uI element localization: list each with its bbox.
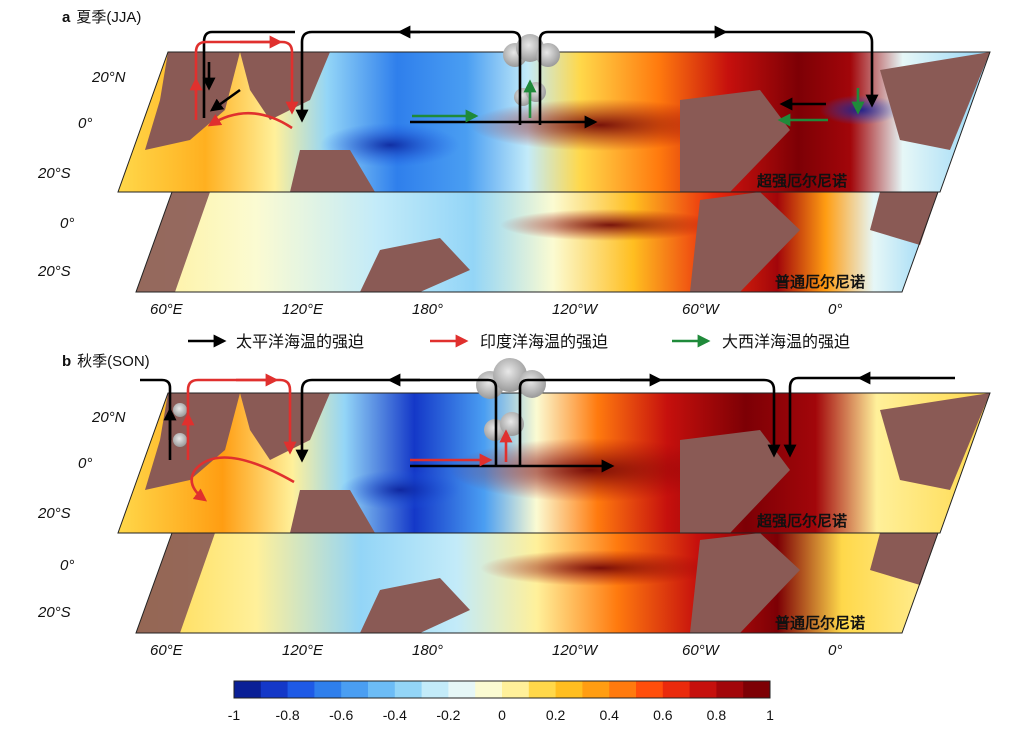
legend-item-indian: 印度洋海温的强迫: [430, 333, 608, 351]
lat-label: 20°S: [37, 263, 71, 280]
colorbar-swatch: [528, 681, 557, 698]
colorbar-swatch: [502, 681, 530, 698]
lat-label: 20°S: [37, 505, 71, 522]
colorbar-tick-label: 0.6: [653, 707, 673, 723]
panel-b-label: b 秋季(SON): [62, 353, 150, 370]
colorbar-swatch: [341, 681, 369, 698]
pacific-forcing-arrows: [140, 371, 955, 473]
colorbar-tick-label: -0.4: [383, 707, 407, 723]
lon-label: 120°W: [552, 642, 599, 659]
colorbar-swatch: [314, 681, 342, 698]
lon-label: 0°: [828, 301, 842, 318]
colorbar-swatch: [636, 681, 664, 698]
lat-label: 20°N: [91, 69, 126, 86]
lat-label: 20°N: [91, 409, 126, 426]
indian-forcing-arrows: [189, 35, 299, 130]
map-a-strong-label: 超强厄尔尼诺: [756, 172, 847, 190]
map-a-normal-label: 普通厄尔尼诺: [775, 273, 865, 291]
colorbar: -1 -0.8 -0.6 -0.4 -0.2 0 0.2 0.4 0.6 0.8 1: [228, 680, 774, 723]
colorbar-tick-label: -0.6: [329, 707, 353, 723]
colorbar-swatch: [582, 681, 610, 698]
map-b-strong: [117, 392, 991, 534]
colorbar-swatch: [421, 681, 449, 698]
lon-label: 120°E: [282, 642, 324, 659]
panel-a: a 夏季(JJA) 超强厄尔尼诺 普通厄尔尼诺: [37, 9, 991, 318]
colorbar-ticks: -1 -0.8 -0.6 -0.4 -0.2 0 0.2 0.4 0.6 0.8 1: [228, 707, 774, 723]
colorbar-tick-label: 1: [766, 707, 774, 723]
lon-label: 60°E: [150, 301, 184, 318]
colorbar-swatch: [555, 681, 583, 698]
map-b-normal-label: 普通厄尔尼诺: [775, 614, 865, 632]
colorbar-tick-label: -0.8: [276, 707, 300, 723]
map-a-normal: [135, 191, 939, 293]
colorbar-swatch: [475, 681, 503, 698]
colorbar-swatch: [609, 681, 637, 698]
lat-label: 0°: [78, 455, 92, 472]
colorbar-tick-label: 0.4: [599, 707, 619, 723]
colorbar-tick-label: -0.2: [436, 707, 460, 723]
colorbar-swatch: [662, 681, 691, 698]
lon-label: 120°E: [282, 301, 324, 318]
colorbar-tick-label: 0.8: [707, 707, 727, 723]
map-b-normal: [135, 532, 939, 634]
colorbar-tick-label: 0: [498, 707, 506, 723]
colorbar-tick-label: 0.2: [546, 707, 566, 723]
colorbar-tick-label: -1: [228, 707, 241, 723]
lon-label: 60°W: [682, 642, 721, 659]
lon-label: 180°: [412, 642, 443, 659]
lat-label: 0°: [60, 557, 74, 574]
lon-label: 60°E: [150, 642, 184, 659]
svg-text:印度洋海温的强迫: 印度洋海温的强迫: [480, 333, 608, 351]
colorbar-swatch: [368, 681, 396, 698]
colorbar-swatch: [689, 681, 717, 698]
colorbar-swatch: [716, 681, 744, 698]
atlantic-forcing-arrows: [412, 79, 865, 127]
legend-item-pacific: 太平洋海温的强迫: [188, 333, 364, 351]
panel-b: b 秋季(SON) 超强厄尔尼诺 普通厄尔尼诺 20°N 0° 20°: [37, 353, 991, 659]
svg-text:大西洋海温的强迫: 大西洋海温的强迫: [722, 333, 850, 351]
lat-label: 0°: [78, 115, 92, 132]
lat-label: 0°: [60, 215, 74, 232]
lon-label: 0°: [828, 642, 842, 659]
colorbar-swatch: [448, 681, 476, 698]
colorbar-swatch: [394, 681, 423, 698]
colorbar-swatch: [234, 681, 262, 698]
legend-item-atlantic: 大西洋海温的强迫: [672, 333, 850, 351]
lat-label: 20°S: [37, 604, 71, 621]
lat-label: 20°S: [37, 165, 71, 182]
lon-label: 120°W: [552, 301, 599, 318]
colorbar-swatch: [743, 681, 771, 698]
colorbar-swatch: [287, 681, 315, 698]
panel-a-label: a 夏季(JJA): [62, 9, 141, 26]
colorbar-swatch: [260, 681, 289, 698]
map-b-strong-label: 超强厄尔尼诺: [756, 512, 847, 530]
legend: 太平洋海温的强迫 印度洋海温的强迫 大西洋海温的强迫: [188, 333, 850, 351]
indian-forcing-arrows: [181, 373, 513, 502]
svg-text:太平洋海温的强迫: 太平洋海温的强迫: [236, 333, 364, 351]
lon-label: 60°W: [682, 301, 721, 318]
lon-label: 180°: [412, 301, 443, 318]
colorbar-swatches: [234, 681, 771, 698]
